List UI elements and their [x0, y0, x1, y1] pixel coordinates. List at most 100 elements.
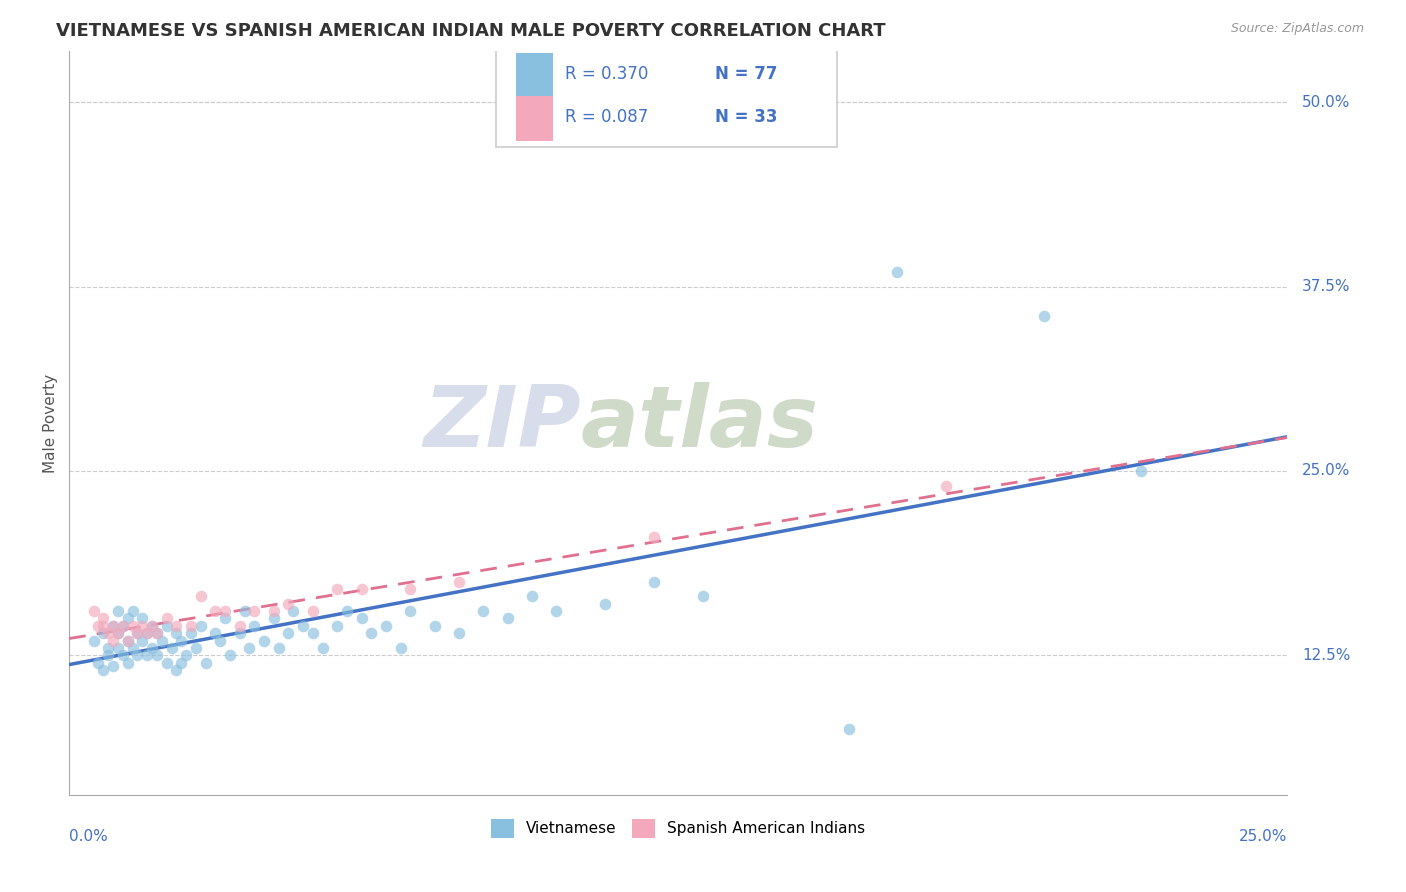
Bar	[516, 53, 553, 97]
Point	[1032, 309, 1054, 323]
Point	[204, 604, 226, 618]
Point	[447, 626, 470, 640]
Point	[136, 626, 159, 640]
Point	[141, 619, 163, 633]
Point	[131, 619, 153, 633]
Point	[91, 626, 114, 640]
Point	[107, 626, 129, 640]
Point	[472, 604, 495, 618]
Point	[127, 626, 149, 640]
Point	[277, 626, 299, 640]
Point	[131, 633, 153, 648]
Point	[253, 633, 276, 648]
Point	[263, 611, 285, 625]
Text: R = 0.087: R = 0.087	[565, 108, 648, 127]
Point	[91, 611, 114, 625]
Point	[301, 626, 323, 640]
Point	[146, 626, 169, 640]
Point	[156, 611, 179, 625]
Text: atlas: atlas	[581, 382, 818, 465]
Point	[131, 611, 153, 625]
Point	[101, 619, 124, 633]
Point	[935, 479, 957, 493]
Point	[389, 640, 412, 655]
Point	[311, 640, 333, 655]
Point	[229, 619, 252, 633]
Point	[423, 619, 446, 633]
Point	[219, 648, 242, 663]
Point	[107, 604, 129, 618]
Point	[107, 626, 129, 640]
Point	[83, 633, 105, 648]
Point	[233, 604, 256, 618]
Point	[184, 640, 207, 655]
Point	[127, 648, 149, 663]
Point	[150, 633, 173, 648]
Point	[111, 619, 134, 633]
Point	[117, 611, 139, 625]
Point	[546, 604, 568, 618]
Point	[136, 626, 159, 640]
Point	[243, 619, 266, 633]
Point	[127, 626, 149, 640]
Text: 50.0%: 50.0%	[1302, 95, 1350, 110]
Point	[496, 611, 519, 625]
Point	[101, 658, 124, 673]
Point	[121, 619, 143, 633]
Point	[141, 640, 163, 655]
Point	[283, 604, 305, 618]
Point	[141, 619, 163, 633]
Point	[326, 582, 349, 596]
Text: 0.0%: 0.0%	[69, 829, 108, 844]
Point	[838, 722, 860, 736]
Point	[190, 619, 212, 633]
Point	[520, 590, 543, 604]
FancyBboxPatch shape	[495, 43, 837, 147]
Point	[180, 626, 202, 640]
Point	[263, 604, 285, 618]
Point	[174, 648, 197, 663]
Point	[301, 604, 323, 618]
Point	[180, 619, 202, 633]
Point	[91, 619, 114, 633]
Point	[117, 633, 139, 648]
Text: N = 33: N = 33	[714, 108, 778, 127]
Point	[886, 265, 908, 279]
Text: 12.5%: 12.5%	[1302, 648, 1350, 663]
Point	[350, 611, 373, 625]
Point	[97, 626, 120, 640]
Point	[117, 656, 139, 670]
Text: N = 77: N = 77	[714, 65, 778, 83]
Point	[156, 619, 179, 633]
Point	[214, 604, 236, 618]
Point	[447, 574, 470, 589]
Point	[326, 619, 349, 633]
Point	[121, 604, 143, 618]
Point	[374, 619, 396, 633]
Point	[165, 663, 187, 677]
Point	[83, 604, 105, 618]
Point	[350, 582, 373, 596]
Point	[692, 590, 714, 604]
Point	[209, 633, 232, 648]
Point	[204, 626, 226, 640]
Point	[170, 656, 193, 670]
Point	[156, 656, 179, 670]
Point	[136, 648, 159, 663]
Point	[238, 640, 260, 655]
Point	[1130, 464, 1153, 478]
Point	[111, 648, 134, 663]
Point	[292, 619, 315, 633]
Point	[121, 640, 143, 655]
Point	[160, 640, 183, 655]
Point	[190, 590, 212, 604]
Text: 25.0%: 25.0%	[1239, 829, 1288, 844]
Point	[87, 656, 110, 670]
Text: VIETNAMESE VS SPANISH AMERICAN INDIAN MALE POVERTY CORRELATION CHART: VIETNAMESE VS SPANISH AMERICAN INDIAN MA…	[56, 22, 886, 40]
Point	[97, 648, 120, 663]
Bar	[516, 96, 553, 141]
Point	[170, 633, 193, 648]
Point	[117, 633, 139, 648]
Point	[643, 530, 665, 544]
Text: 25.0%: 25.0%	[1302, 464, 1350, 478]
